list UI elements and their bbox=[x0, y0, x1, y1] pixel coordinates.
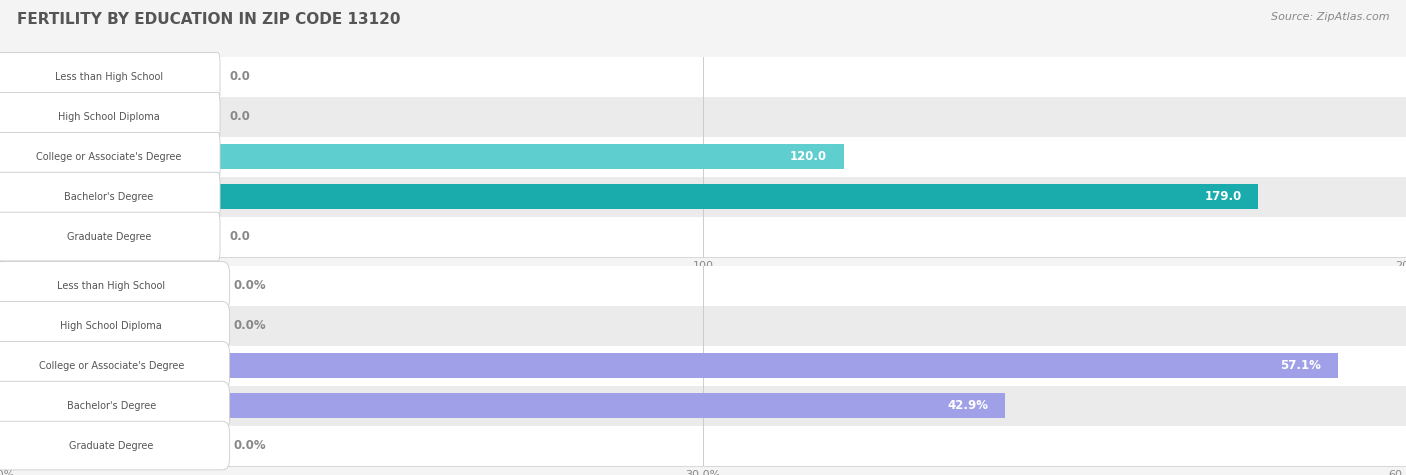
Bar bbox=[0, 346, 1406, 386]
FancyBboxPatch shape bbox=[0, 262, 229, 310]
Bar bbox=[0, 144, 844, 169]
Text: Source: ZipAtlas.com: Source: ZipAtlas.com bbox=[1271, 12, 1389, 22]
Bar bbox=[0, 97, 1406, 137]
Bar bbox=[0, 137, 1406, 177]
FancyBboxPatch shape bbox=[0, 172, 221, 221]
FancyBboxPatch shape bbox=[0, 421, 229, 470]
Bar bbox=[0, 306, 1406, 346]
FancyBboxPatch shape bbox=[0, 342, 229, 390]
Text: Bachelor's Degree: Bachelor's Degree bbox=[65, 191, 153, 202]
Text: High School Diploma: High School Diploma bbox=[60, 321, 162, 331]
Text: Less than High School: Less than High School bbox=[55, 72, 163, 82]
Text: 0.0: 0.0 bbox=[229, 230, 250, 243]
FancyBboxPatch shape bbox=[0, 133, 221, 181]
Text: Less than High School: Less than High School bbox=[58, 281, 166, 291]
Text: College or Associate's Degree: College or Associate's Degree bbox=[38, 361, 184, 371]
FancyBboxPatch shape bbox=[0, 381, 229, 430]
Text: 42.9%: 42.9% bbox=[948, 399, 988, 412]
Bar bbox=[0, 217, 1406, 256]
Bar bbox=[0, 393, 1005, 418]
FancyBboxPatch shape bbox=[0, 302, 229, 350]
Text: 120.0: 120.0 bbox=[790, 150, 827, 163]
FancyBboxPatch shape bbox=[0, 212, 221, 261]
Bar bbox=[0, 57, 1406, 97]
Text: Graduate Degree: Graduate Degree bbox=[69, 440, 153, 451]
Text: High School Diploma: High School Diploma bbox=[58, 112, 160, 122]
Text: College or Associate's Degree: College or Associate's Degree bbox=[37, 152, 181, 162]
Text: 0.0: 0.0 bbox=[229, 110, 250, 124]
Text: 179.0: 179.0 bbox=[1205, 190, 1241, 203]
Text: 0.0: 0.0 bbox=[229, 70, 250, 84]
Text: Bachelor's Degree: Bachelor's Degree bbox=[66, 400, 156, 411]
FancyBboxPatch shape bbox=[0, 53, 221, 101]
Bar bbox=[0, 386, 1406, 426]
Bar bbox=[0, 177, 1406, 217]
Text: 0.0%: 0.0% bbox=[233, 279, 267, 293]
Bar bbox=[0, 353, 1339, 378]
Text: 0.0%: 0.0% bbox=[233, 439, 267, 452]
Bar bbox=[0, 184, 1258, 209]
Bar bbox=[0, 426, 1406, 466]
Bar bbox=[0, 266, 1406, 306]
Text: FERTILITY BY EDUCATION IN ZIP CODE 13120: FERTILITY BY EDUCATION IN ZIP CODE 13120 bbox=[17, 12, 401, 27]
FancyBboxPatch shape bbox=[0, 93, 221, 141]
Text: 0.0%: 0.0% bbox=[233, 319, 267, 332]
Text: Graduate Degree: Graduate Degree bbox=[66, 231, 152, 242]
Text: 57.1%: 57.1% bbox=[1281, 359, 1322, 372]
